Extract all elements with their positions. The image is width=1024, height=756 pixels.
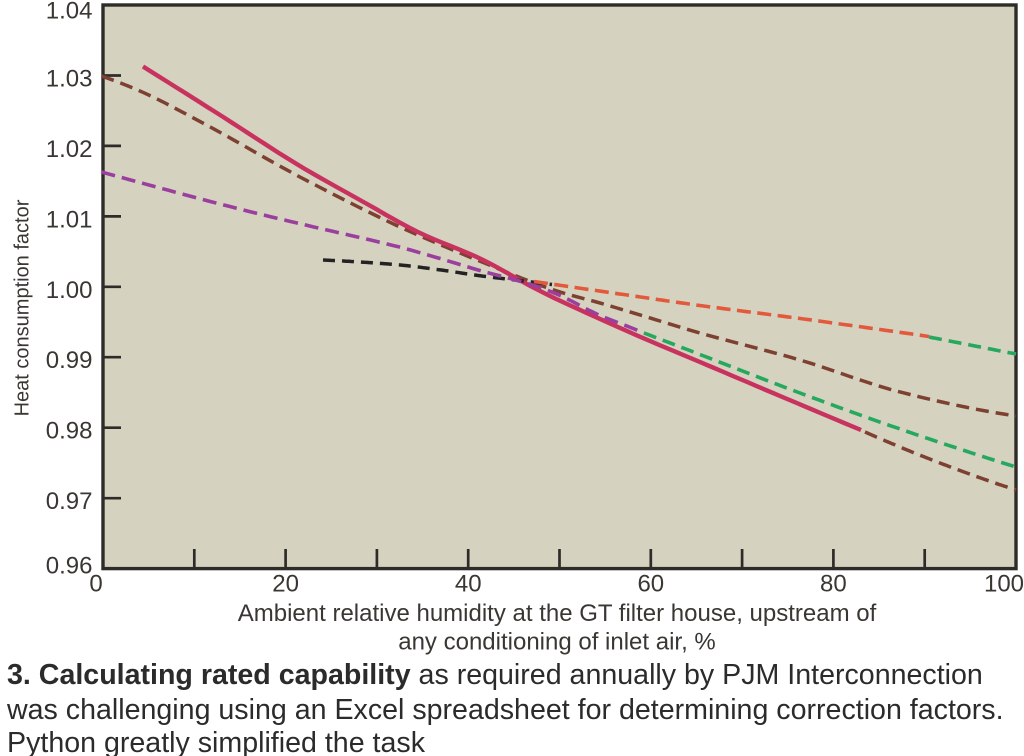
svg-text:80: 80 <box>820 571 847 598</box>
svg-text:1.04: 1.04 <box>46 0 93 25</box>
svg-text:0.96: 0.96 <box>46 553 93 580</box>
svg-text:Python greatly simplified the: Python greatly simplified the task <box>7 727 426 756</box>
svg-text:1.02: 1.02 <box>46 136 93 163</box>
svg-text:40: 40 <box>455 571 482 598</box>
svg-text:0.97: 0.97 <box>46 488 93 515</box>
svg-text:0.99: 0.99 <box>46 347 93 374</box>
svg-text:20: 20 <box>272 571 299 598</box>
svg-text:Heat consumption factor: Heat consumption factor <box>12 199 34 416</box>
svg-text:any conditioning of inlet air,: any conditioning of inlet air, % <box>398 629 716 656</box>
svg-text:1.03: 1.03 <box>46 66 93 93</box>
svg-text:Ambient relative humidity at t: Ambient relative humidity at the GT filt… <box>238 600 877 627</box>
svg-text:3. Calculating rated capabilit: 3. Calculating rated capability as requi… <box>7 659 983 691</box>
svg-text:0.98: 0.98 <box>46 418 93 445</box>
svg-text:1.01: 1.01 <box>46 206 93 233</box>
svg-text:60: 60 <box>637 571 664 598</box>
svg-text:was challenging using an Excel: was challenging using an Excel spreadshe… <box>6 694 1004 726</box>
svg-text:100: 100 <box>984 571 1024 598</box>
svg-text:1.00: 1.00 <box>46 277 93 304</box>
svg-text:0: 0 <box>89 571 102 598</box>
